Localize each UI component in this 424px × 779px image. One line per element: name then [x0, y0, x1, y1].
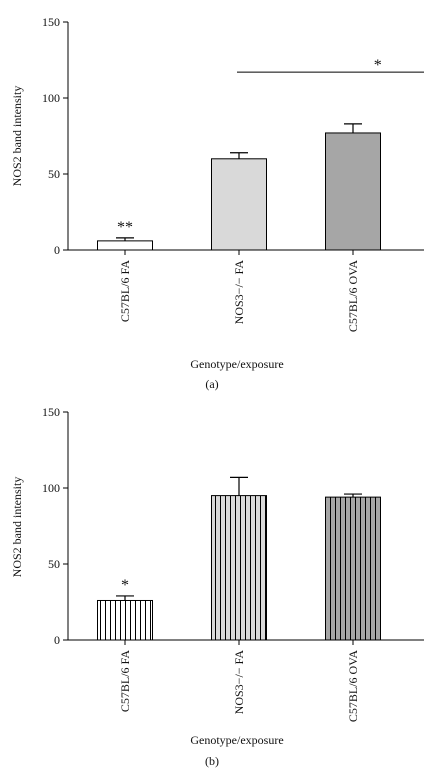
- chart-panel-a: NOS2 band intensity 0 50 100 150 C57BL/6 FA N…: [10, 15, 424, 391]
- x-tick-label: C57BL/6 OVA: [346, 260, 360, 332]
- x-tick-label: NOS3−/− FA: [232, 260, 246, 325]
- chart-panel-b: NOS2 band intensity 0 50 100 150 C57BL/6 FA N…: [10, 405, 424, 768]
- x-axis-label: Genotype/exposure: [190, 733, 283, 747]
- y-tick-label: 0: [54, 633, 60, 647]
- y-tick-label: 100: [42, 481, 60, 495]
- x-tick-label: C57BL/6 FA: [118, 650, 132, 712]
- x-axis-label: Genotype/exposure: [190, 357, 283, 371]
- x-tick-label: C57BL/6 FA: [118, 260, 132, 322]
- bar: [325, 132, 381, 251]
- x-tick-label: NOS3−/− FA: [232, 650, 246, 715]
- plot-area: 0 50 100 150 C57BL/6 FA NOS3−/− FA C57BL/6 OVA…: [42, 15, 424, 332]
- bar: [325, 496, 381, 641]
- y-tick-label: 100: [42, 91, 60, 105]
- y-tick-label: 150: [42, 405, 60, 419]
- y-axis-label: NOS2 band intensity: [10, 86, 24, 187]
- bar: [97, 240, 153, 251]
- bar: [97, 599, 153, 641]
- plot-area: 0 50 100 150 C57BL/6 FA NOS3−/− FA C57BL/6 OVA…: [42, 405, 424, 722]
- x-tick-label: C57BL/6 OVA: [346, 650, 360, 722]
- y-tick-label: 0: [54, 243, 60, 257]
- y-tick-label: 50: [48, 167, 60, 181]
- significance-marker: *: [121, 577, 129, 594]
- significance-marker: *: [374, 57, 382, 74]
- bar: [211, 495, 267, 641]
- bar: [211, 158, 267, 251]
- panel-label: (a): [205, 377, 218, 391]
- y-tick-label: 150: [42, 15, 60, 29]
- y-axis-label: NOS2 band intensity: [10, 477, 24, 578]
- significance-marker: **: [117, 219, 133, 236]
- y-tick-label: 50: [48, 557, 60, 571]
- panel-label: (b): [205, 754, 219, 768]
